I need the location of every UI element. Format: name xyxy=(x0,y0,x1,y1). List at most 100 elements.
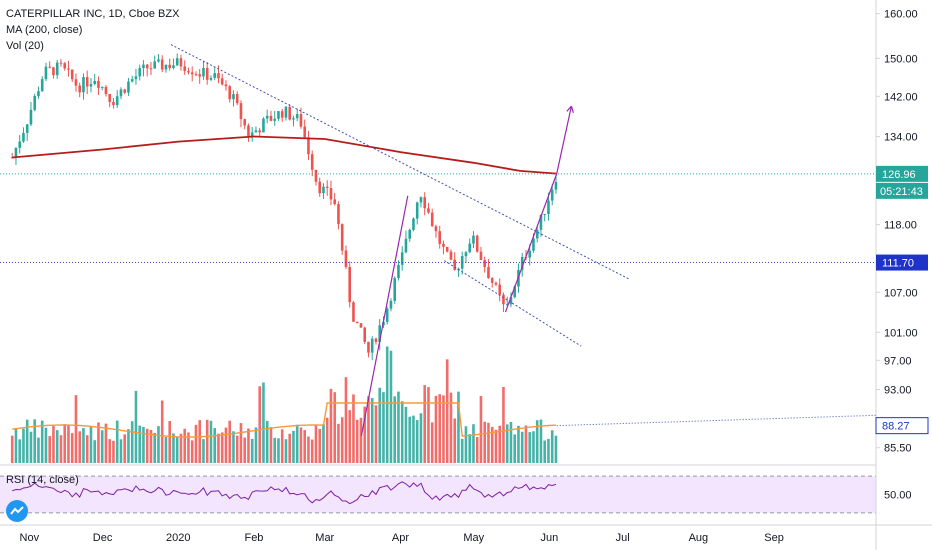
time-tick-label: Sep xyxy=(764,532,784,544)
candle-body xyxy=(370,338,374,353)
candle-body xyxy=(153,61,157,69)
candle-body xyxy=(475,235,479,252)
volume-bar xyxy=(468,434,472,463)
volume-indicator-label[interactable]: Vol (20) xyxy=(6,40,44,52)
volume-bar xyxy=(273,437,277,463)
volume-bar xyxy=(457,391,460,463)
level-tag: 111.70 xyxy=(882,258,914,270)
candle-body xyxy=(329,188,333,200)
volume-bar xyxy=(40,420,44,463)
candle-body xyxy=(198,74,202,77)
candle-body xyxy=(157,59,160,62)
volume-bar xyxy=(543,440,547,463)
volume-bar xyxy=(55,430,59,463)
volume-bar xyxy=(295,424,299,463)
volume-bar xyxy=(112,440,115,463)
volume-bar xyxy=(412,415,415,463)
volume-bar xyxy=(78,431,82,463)
rsi-band xyxy=(0,476,876,513)
volume-bar xyxy=(254,427,258,463)
candle-body xyxy=(194,74,198,76)
candle-body xyxy=(355,321,359,324)
volume-bar xyxy=(22,428,25,463)
volume-bar xyxy=(528,432,532,463)
candle-body xyxy=(254,130,258,133)
volume-bar xyxy=(220,432,224,463)
candle-body xyxy=(59,62,63,64)
candle-body xyxy=(318,181,322,194)
volume-bar xyxy=(209,420,213,463)
candle-body xyxy=(142,64,145,69)
countdown-tag-bg xyxy=(876,182,928,199)
candle-body xyxy=(442,243,445,247)
price-axis[interactable]: 160.00 150.00 142.00 134.00 118.00 107.00 101.… xyxy=(875,0,929,550)
time-tick-label: Dec xyxy=(93,532,113,544)
volume-bar xyxy=(172,433,175,463)
candle-body xyxy=(535,229,539,239)
price-tick-label: 150.00 xyxy=(884,53,918,65)
candle-body xyxy=(145,64,149,69)
rsi-pane[interactable] xyxy=(0,475,876,514)
volume-bar xyxy=(258,386,262,463)
candle-body xyxy=(164,64,168,70)
candle-body xyxy=(183,66,187,72)
volume-bar xyxy=(329,388,333,463)
symbol-title[interactable]: CATERPILLAR INC, 1D, Cboe BZX xyxy=(6,8,180,20)
last-price-tag-bg xyxy=(876,165,928,182)
candle-body xyxy=(63,63,67,69)
candle-body xyxy=(85,77,89,87)
time-tick-label: Mar xyxy=(315,532,334,544)
volume-bar xyxy=(59,435,63,463)
volume-bar xyxy=(554,435,558,463)
time-axis[interactable]: Nov Dec 2020 Feb Mar Apr May Jun Jul Aug Sep xyxy=(0,524,932,544)
volume-bar xyxy=(239,423,243,463)
candle-body xyxy=(400,252,404,265)
volume-bar xyxy=(415,420,419,463)
volume-bar xyxy=(63,424,67,463)
candle-body xyxy=(547,200,550,215)
candle-body xyxy=(502,294,505,305)
volume-bar xyxy=(355,419,359,463)
volume-bar xyxy=(134,390,138,463)
level-line-low xyxy=(556,414,877,427)
candle-body xyxy=(367,341,370,353)
volume-bar xyxy=(352,394,355,463)
volume-bar xyxy=(404,406,408,463)
candle-body xyxy=(337,204,340,225)
tradingview-logo-icon[interactable] xyxy=(6,500,28,522)
volume-bar xyxy=(168,421,172,463)
volume-bar xyxy=(288,433,292,463)
volume-bar xyxy=(389,350,393,463)
candle-body xyxy=(427,208,430,213)
volume-bar xyxy=(408,416,412,463)
candle-body xyxy=(160,59,164,70)
volume-bar xyxy=(374,405,378,463)
candle-body xyxy=(325,186,329,189)
volume-bar xyxy=(367,396,370,463)
rsi-tick-label: 50.00 xyxy=(884,490,912,502)
rsi-indicator-label[interactable]: RSI (14, close) xyxy=(6,474,79,486)
arrow-head xyxy=(566,105,574,113)
candle-body xyxy=(115,96,119,106)
volume-bar xyxy=(108,439,112,463)
volume-bar xyxy=(348,410,352,463)
candle-body xyxy=(472,235,475,244)
volume-bar xyxy=(284,439,288,463)
volume-bar xyxy=(397,391,400,463)
price-pane[interactable] xyxy=(0,44,877,466)
ma-indicator-label[interactable]: MA (200, close) xyxy=(6,24,83,36)
low-level-tag-bg xyxy=(875,417,929,435)
last-price-tag: 126.96 xyxy=(882,169,916,181)
volume-bar xyxy=(509,422,513,463)
volume-bar xyxy=(498,425,502,463)
candle-body xyxy=(498,284,502,295)
volume-bar xyxy=(378,387,382,463)
candle-body xyxy=(239,103,243,120)
candle-body xyxy=(449,251,453,260)
volume-bar xyxy=(524,425,528,463)
candle-body xyxy=(344,250,348,268)
candle-body xyxy=(175,58,179,66)
candle-body xyxy=(123,89,127,93)
candle-body xyxy=(423,197,427,209)
